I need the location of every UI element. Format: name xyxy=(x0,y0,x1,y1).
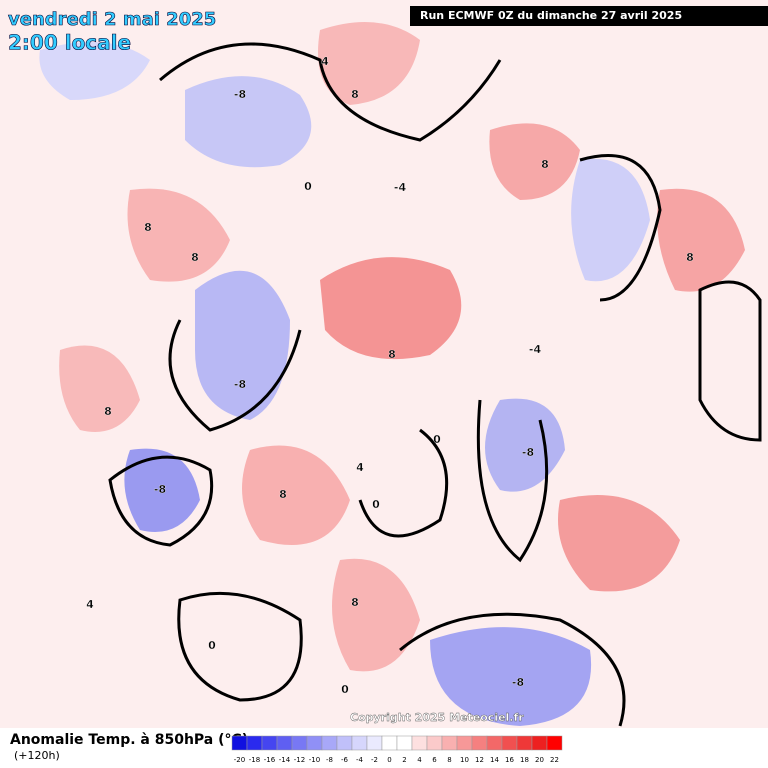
scale-box xyxy=(246,735,263,751)
contour-label: -8 xyxy=(234,88,246,101)
contour-label: 8 xyxy=(279,488,287,501)
contour-label: 4 xyxy=(86,598,94,611)
contour-label: 8 xyxy=(104,405,112,418)
scale-tick-label: -16 xyxy=(264,756,276,764)
scale-tick-label: -18 xyxy=(249,756,260,764)
scale-box xyxy=(306,735,323,751)
contour-label: 8 xyxy=(388,348,396,361)
scale-tick-label: -12 xyxy=(294,756,305,764)
scale-box xyxy=(351,735,368,751)
scale-tick-label: 2 xyxy=(402,756,406,764)
scale-box xyxy=(396,735,413,751)
contour-label: 8 xyxy=(351,596,359,609)
scale-tick-label: 18 xyxy=(520,756,529,764)
scale-box xyxy=(321,735,338,751)
legend-lead: (+120h) xyxy=(14,749,60,762)
scale-box xyxy=(531,735,548,751)
contour-label: 8 xyxy=(686,251,694,264)
contour-label: 0 xyxy=(208,639,216,652)
scale-box xyxy=(501,735,518,751)
scale-box xyxy=(426,735,443,751)
forecast-date: vendredi 2 mai 2025 xyxy=(8,9,216,30)
scale-box xyxy=(276,735,293,751)
contour-label: 8 xyxy=(144,221,152,234)
scale-tick-label: 12 xyxy=(475,756,484,764)
contour-label: 0 xyxy=(304,180,312,193)
contour-label: 0 xyxy=(433,433,441,446)
scale-tick-label: 16 xyxy=(505,756,514,764)
scale-tick-label: 8 xyxy=(447,756,451,764)
contour-label: 0 xyxy=(372,498,380,511)
anomaly-fields xyxy=(39,22,745,726)
contour-labels: -8 8 4 -4 0 8 8 8 -8 -8 8 8 -8 8 8 0 0 -4 4 8 0 4 0 -8 xyxy=(86,55,694,696)
color-scale: -20 -18 -16 -14 -12 -10 -8 -6 -4 -2 0 2 4 6 8 10 12 14 16 1… xyxy=(231,735,563,764)
scale-box xyxy=(411,735,428,751)
scale-tick-label: -10 xyxy=(309,756,320,764)
contour-label: -8 xyxy=(154,483,166,496)
scale-tick-label: 14 xyxy=(490,756,499,764)
contour-label: 0 xyxy=(341,683,349,696)
scale-tick-label: 4 xyxy=(417,756,422,764)
scale-tick-label: 22 xyxy=(550,756,559,764)
contour-label: -4 xyxy=(529,343,542,356)
scale-box xyxy=(291,735,308,751)
contour-label: 8 xyxy=(541,158,549,171)
scale-tick-label: -20 xyxy=(234,756,245,764)
run-info: Run ECMWF 0Z du dimanche 27 avril 2025 xyxy=(420,9,682,22)
scale-box xyxy=(471,735,488,751)
scale-box xyxy=(441,735,458,751)
scale-box xyxy=(546,735,563,751)
zero-contours xyxy=(108,42,762,727)
scale-tick-label: 0 xyxy=(387,756,391,764)
copyright: Copyright 2025 Meteociel.fr xyxy=(350,711,524,724)
contour-label: 4 xyxy=(356,461,364,474)
scale-box xyxy=(366,735,383,751)
scale-tick-label: 6 xyxy=(432,756,437,764)
scale-box xyxy=(486,735,503,751)
run-box xyxy=(410,6,768,26)
scale-box xyxy=(381,735,398,751)
contour-label: 8 xyxy=(191,251,199,264)
contour-label: -8 xyxy=(234,378,246,391)
scale-box xyxy=(456,735,473,751)
forecast-time: 2:00 locale xyxy=(8,31,131,55)
contour-label: -8 xyxy=(522,446,534,459)
scale-tick-label: -14 xyxy=(279,756,291,764)
contour-label: -4 xyxy=(394,181,407,194)
scale-box xyxy=(231,735,248,751)
scale-tick-label: -6 xyxy=(341,756,349,764)
legend-title: Anomalie Temp. à 850hPa (°C) xyxy=(10,732,248,748)
scale-box xyxy=(261,735,278,751)
scale-tick-label: -2 xyxy=(371,756,378,764)
contour-label: 4 xyxy=(321,55,329,68)
scale-tick-label: 20 xyxy=(535,756,544,764)
contour-label: -8 xyxy=(512,676,524,689)
contour-label: 8 xyxy=(351,88,359,101)
scale-box xyxy=(336,735,353,751)
scale-box xyxy=(516,735,533,751)
scale-tick-label: -4 xyxy=(356,756,364,764)
header: vendredi 2 mai 2025 2:00 locale Run ECMW… xyxy=(8,6,768,55)
scale-tick-label: 10 xyxy=(460,756,469,764)
scale-tick-label: -8 xyxy=(326,756,333,764)
